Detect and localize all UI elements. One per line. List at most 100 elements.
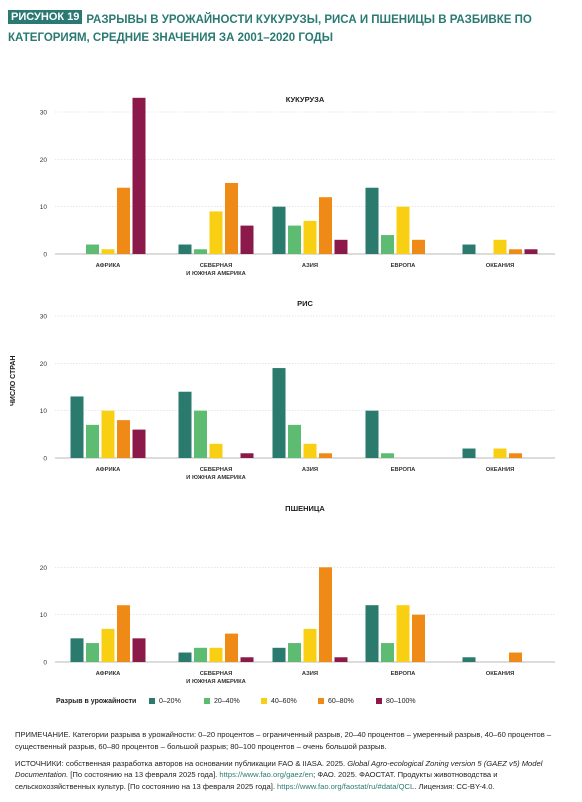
note-text: ПРИМЕЧАНИЕ. Категории разрыва в урожайно… [15, 730, 552, 751]
bar [365, 187, 379, 254]
legend-swatch [376, 698, 382, 705]
x-tick-label: СЕВЕРНАЯ [200, 467, 233, 473]
bar [319, 567, 332, 662]
chart-title: РИС [297, 299, 313, 308]
x-tick-label: ОКЕАНИЯ [486, 467, 515, 473]
legend-item: 0–20% [149, 698, 181, 705]
bar [178, 244, 192, 254]
bar [365, 410, 379, 458]
x-tick-label: ЕВРОПА [391, 671, 417, 677]
bar [70, 396, 84, 458]
bar [194, 647, 207, 662]
bar [101, 628, 115, 662]
chart-panel: КУКУРУЗА 0 10 20 30 АФРИКА СЕВЕРНАЯ И ЮЖНАЯ АМЕ… [40, 95, 555, 277]
legend-label: 0–20% [159, 698, 181, 705]
x-tick-label: И ЮЖНАЯ АМЕРИКА [186, 679, 246, 685]
bar [319, 197, 332, 254]
bar [240, 453, 254, 458]
x-tick-label: ЕВРОПА [391, 263, 417, 269]
bar-charts: КУКУРУЗА 0 10 20 30 АФРИКА СЕВЕРНАЯ И ЮЖНАЯ АМЕ… [40, 95, 555, 685]
x-tick-label: АФРИКА [96, 467, 122, 473]
y-tick-label: 20 [40, 157, 48, 164]
source-link-faostat[interactable]: https://www.fao.org/faostat/ru/#data/QCL [277, 782, 415, 792]
bar [509, 453, 522, 458]
bar [240, 225, 254, 254]
bar [288, 225, 301, 254]
legend-label: 40–60% [271, 698, 297, 705]
source-link-gaez[interactable]: https://www.fao.org/gaez/en [219, 770, 314, 780]
bar [272, 368, 286, 458]
y-tick-label: 0 [43, 660, 47, 667]
y-tick-label: 20 [40, 565, 48, 572]
bar [101, 410, 115, 458]
bar [132, 638, 146, 662]
x-tick-label: АЗИЯ [302, 263, 318, 269]
figure-title: РАЗРЫВЫ В УРОЖАЙНОСТИ КУКУРУЗЫ, РИСА И П… [8, 14, 532, 44]
legend-swatch [204, 698, 210, 705]
bar [493, 239, 507, 254]
bar [70, 638, 84, 662]
y-tick-label: 10 [40, 204, 48, 211]
bar [334, 657, 348, 662]
bar [381, 235, 394, 254]
bar [381, 643, 394, 662]
bar [86, 643, 99, 662]
x-tick-label: И ЮЖНАЯ АМЕРИКА [186, 475, 246, 481]
bar [272, 206, 286, 254]
legend-label: 80–100% [386, 698, 416, 705]
x-tick-label: АЗИЯ [302, 467, 318, 473]
y-tick-label: 0 [43, 456, 47, 463]
bar [493, 448, 507, 458]
bar [524, 249, 538, 254]
y-tick-label: 20 [40, 361, 48, 368]
bar [117, 187, 130, 254]
figure-label: РИСУНОК 19 [8, 10, 83, 24]
figure-header: РИСУНОК 19 РАЗРЫВЫ В УРОЖАЙНОСТИ КУКУРУЗЫ… [8, 10, 578, 46]
x-tick-label: И ЮЖНАЯ АМЕРИКА [186, 271, 246, 277]
bar [86, 244, 99, 254]
legend-item: 80–100% [376, 698, 416, 705]
bar [288, 424, 301, 458]
bar [462, 657, 476, 662]
bar [117, 420, 130, 458]
bar [132, 429, 146, 458]
x-tick-label: ОКЕАНИЯ [486, 263, 515, 269]
bar [396, 605, 410, 662]
x-tick-label: АФРИКА [96, 671, 122, 677]
x-tick-label: ОКЕАНИЯ [486, 671, 515, 677]
y-tick-label: 0 [43, 252, 47, 259]
chart-panel: РИС 0 10 20 30 АФРИКА СЕВЕРНАЯ И ЮЖНАЯ АМЕРИКА А… [40, 299, 555, 481]
legend-swatch [318, 698, 324, 705]
y-tick-label: 10 [40, 408, 48, 415]
bar [132, 97, 146, 254]
bar [509, 249, 522, 254]
bar [101, 249, 115, 254]
bar [240, 657, 254, 662]
bar [178, 391, 192, 458]
chart-title: КУКУРУЗА [286, 95, 325, 104]
bar [334, 239, 348, 254]
y-tick-label: 10 [40, 612, 48, 619]
bar [303, 628, 317, 662]
legend-title: Разрыв в урожайности [56, 698, 137, 705]
bar [509, 652, 522, 662]
x-tick-label: ЕВРОПА [391, 467, 417, 473]
bar [225, 183, 238, 254]
bar [288, 643, 301, 662]
bar [319, 453, 332, 458]
bar [412, 239, 425, 254]
bar [303, 220, 317, 254]
y-axis-label: ЧИСЛО СТРАН [10, 355, 17, 406]
x-tick-label: АЗИЯ [302, 671, 318, 677]
legend-item: 60–80% [318, 698, 354, 705]
bar [178, 652, 192, 662]
bar [365, 605, 379, 662]
legend-swatch [261, 698, 267, 705]
bar [117, 605, 130, 662]
bar [412, 614, 425, 662]
bar [381, 453, 394, 458]
bar [272, 647, 286, 662]
legend-swatch [149, 698, 155, 705]
sources-text: ИСТОЧНИКИ: собственная разработка авторо… [15, 758, 543, 792]
legend: Разрыв в урожайности 0–20% 20–40% 40–60%… [56, 698, 416, 705]
